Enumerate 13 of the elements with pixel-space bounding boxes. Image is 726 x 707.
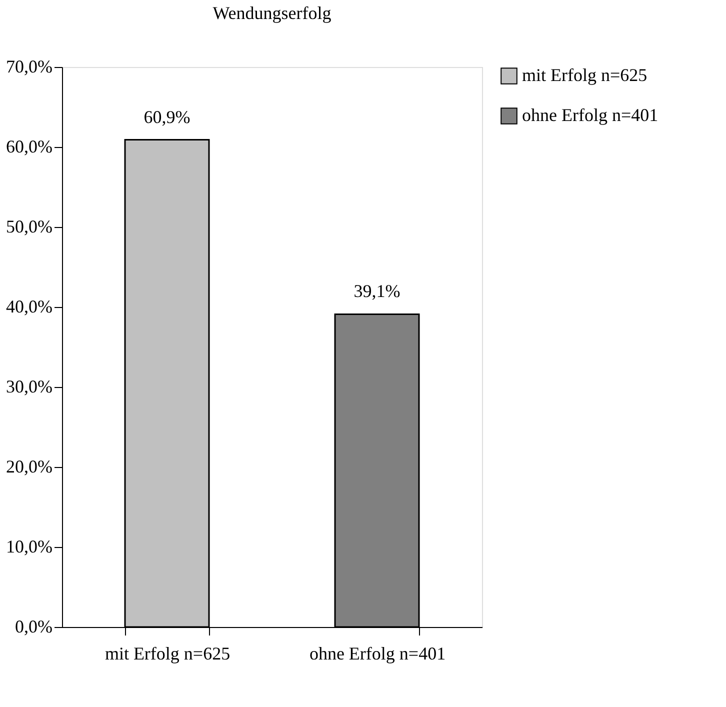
y-tick-label: 10,0% [6,536,52,556]
chart-title: Wendungserfolg [212,3,332,23]
y-tick-label: 40,0% [6,296,52,316]
data-label: 39,1% [354,281,400,302]
y-tick-label: 30,0% [6,376,52,396]
legend-label: mit Erfolg n=625 [522,65,648,85]
y-tick-label: 70,0% [6,56,52,76]
data-label: 60,9% [144,106,190,127]
y-tick-label: 20,0% [6,456,52,476]
legend-label: ohne Erfolg n=401 [522,105,658,125]
y-tick-label: 60,0% [6,136,52,156]
y-tick-label: 0,0% [15,616,52,636]
y-tick-label: 50,0% [6,216,52,236]
